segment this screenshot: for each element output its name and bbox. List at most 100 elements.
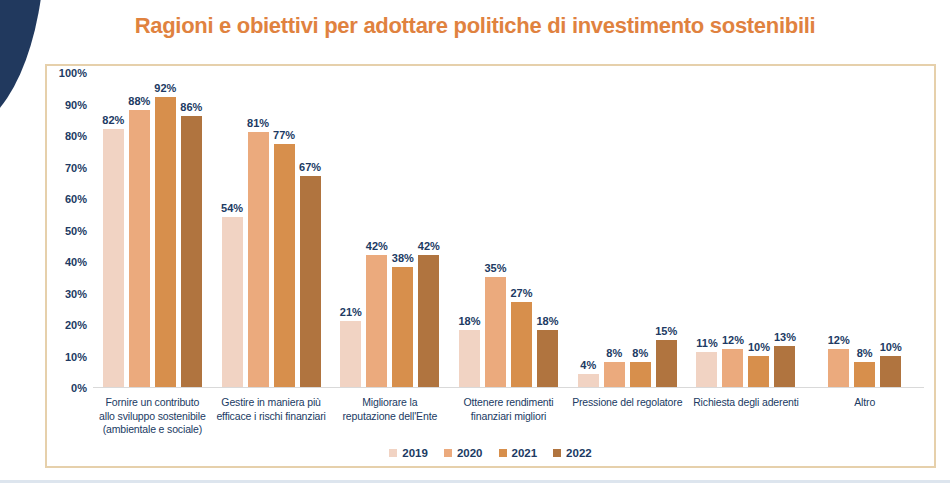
bar-value-label: 67%	[299, 161, 321, 173]
bar-2020	[129, 110, 150, 387]
bar-value-label: 35%	[485, 262, 507, 274]
chart-legend: 2019 2020 2021 2022	[47, 447, 934, 459]
bar-slot: 35%	[485, 73, 506, 387]
bar-2020	[722, 349, 743, 387]
bar-2022	[181, 116, 202, 387]
bar-value-label: 13%	[774, 331, 796, 343]
bar-value-label: 12%	[828, 334, 850, 346]
x-axis-category-label: Migliorare lareputazione dell'Ente	[330, 396, 449, 437]
bar-2019	[103, 129, 124, 387]
bar-slot: 18%	[537, 73, 558, 387]
bar-2021	[748, 356, 769, 388]
y-axis-tick-label: 70%	[51, 161, 87, 175]
bar-slot: 18%	[459, 73, 480, 387]
bar-group: 82% 88%92%86%	[93, 73, 212, 387]
legend-swatch-icon	[553, 449, 561, 457]
bar-groups-container: 82%88%92%86%54%81%77%67%21%42%38%42%18%3…	[93, 73, 924, 387]
bar-slot: 21%	[340, 73, 361, 387]
bar-2022	[537, 330, 558, 387]
bar-value-label: 77%	[273, 129, 295, 141]
bar-slot: 38%	[392, 73, 413, 387]
bar-value-label: 15%	[655, 325, 677, 337]
bar-slot: 8%	[604, 73, 625, 387]
bar-group: 11% 12% 10% 13%	[687, 73, 806, 387]
bar-2021	[155, 97, 176, 387]
bar-value-label: 10%	[880, 341, 902, 353]
bar-2019	[459, 330, 480, 387]
y-axis-tick-label: 0%	[51, 381, 87, 395]
y-axis-tick-label: 40%	[51, 255, 87, 269]
bar-slot: 8%	[630, 73, 651, 387]
legend-label: 2019	[402, 447, 428, 459]
legend-label: 2021	[512, 447, 538, 459]
bar-2020	[604, 362, 625, 387]
x-axis-category-label: Fornire un contributoallo sviluppo soste…	[93, 396, 212, 437]
bar-slot: 77%	[274, 73, 295, 387]
bar-2022	[418, 255, 439, 387]
bar-slot: 12%	[828, 73, 849, 387]
x-axis-category-label: Pressione del regolatore	[568, 396, 687, 437]
bar-value-label: 4%	[580, 359, 596, 371]
bar-slot: 86%	[181, 73, 202, 387]
bar-group: 54% 81% 77% 67%	[212, 73, 331, 387]
bar-2022	[774, 346, 795, 387]
bar-slot: 42%	[418, 73, 439, 387]
page-title: Ragioni e obiettivi per adottare politic…	[0, 13, 950, 39]
bar-slot: 54%	[222, 73, 243, 387]
bar-2020	[366, 255, 387, 387]
bar-slot: 92%	[155, 73, 176, 387]
bar-2021	[392, 267, 413, 387]
bar-group: 12% 8% 10%	[805, 73, 924, 387]
bar-value-label: 82%	[102, 114, 124, 126]
plot-area: 82%88%92%86%54%81%77%67%21%42%38%42%18%3…	[93, 73, 924, 388]
y-axis-tick-label: 100%	[51, 66, 87, 80]
bar-value-label: 18%	[537, 315, 559, 327]
bar-slot: 15%	[656, 73, 677, 387]
bar-2019	[222, 217, 243, 387]
y-axis-tick-label: 60%	[51, 192, 87, 206]
bar-slot: 88%	[129, 73, 150, 387]
legend-swatch-icon	[389, 449, 397, 457]
bar-2021	[274, 144, 295, 387]
x-axis-category-labels: Fornire un contributoallo sviluppo soste…	[93, 396, 924, 437]
bar-2019	[340, 321, 361, 387]
bar-2022	[300, 176, 321, 387]
bar-slot: 8%	[854, 73, 875, 387]
bar-value-label: 12%	[722, 334, 744, 346]
bar-2020	[485, 277, 506, 387]
bar-slot: 82%	[103, 73, 124, 387]
y-axis-tick-label: 50%	[51, 224, 87, 238]
y-axis-tick-label: 20%	[51, 318, 87, 332]
bar-value-label: 8%	[606, 347, 622, 359]
bar-group: 4% 8% 8% 15%	[568, 73, 687, 387]
bar-2022	[880, 356, 901, 388]
bar-slot: 13%	[774, 73, 795, 387]
y-axis-tick-label: 30%	[51, 287, 87, 301]
bar-slot: 67%	[300, 73, 321, 387]
bar-value-label: 8%	[632, 347, 648, 359]
bar-slot: 10%	[880, 73, 901, 387]
legend-label: 2020	[457, 447, 483, 459]
y-axis-tick-label: 80%	[51, 129, 87, 143]
chart-frame: 100% 90% 80% 70% 60% 50% 40% 30% 20% 10% 0% 82% 88%…	[45, 64, 936, 468]
bar-value-label: 81%	[247, 117, 269, 129]
bar-slot: 27%	[511, 73, 532, 387]
bar-2020	[828, 349, 849, 387]
legend-item-2022: 2022	[553, 447, 592, 459]
bar-value-label: 54%	[221, 202, 243, 214]
bar-2021	[854, 362, 875, 387]
legend-label: 2022	[566, 447, 592, 459]
x-axis-category-label: Ottenere rendimentifinanziari migliori	[449, 396, 568, 437]
bar-2019	[696, 352, 717, 387]
y-axis-tick-label: 90%	[51, 98, 87, 112]
bar-2022	[656, 340, 677, 387]
x-axis-category-label: Richiesta degli aderenti	[687, 396, 806, 437]
bar-slot: 11%	[696, 73, 717, 387]
legend-swatch-icon	[444, 449, 452, 457]
bar-value-label: 42%	[418, 240, 440, 252]
bar-value-label: 11%	[696, 337, 717, 349]
bar-2020	[248, 132, 269, 387]
bar-value-label: 18%	[459, 315, 481, 327]
bar-value-label: 10%	[748, 341, 770, 353]
y-axis-tick-label: 10%	[51, 350, 87, 364]
